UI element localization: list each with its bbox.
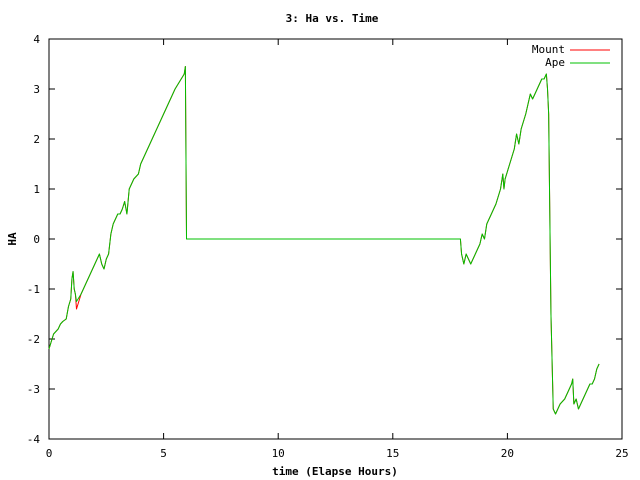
y-tick-label: -2 [27,333,40,346]
x-tick-label: 0 [46,447,53,460]
y-tick-label: -4 [27,433,41,446]
y-tick-label: 4 [33,33,40,46]
y-tick-label: -3 [27,383,40,396]
series-line-ape [48,66,600,415]
x-tick-label: 25 [615,447,628,460]
y-tick-label: -1 [27,283,40,296]
legend-label-ape: Ape [545,56,565,69]
x-axis-label: time (Elapse Hours) [272,465,398,478]
x-tick-label: 10 [272,447,285,460]
y-tick-label: 0 [33,233,40,246]
series-layer [48,66,600,415]
legend-label-mount: Mount [532,43,565,56]
y-axis-label: HA [6,232,19,246]
x-tick-label: 15 [386,447,399,460]
y-tick-label: 1 [33,183,40,196]
y-tick-label: 3 [33,83,40,96]
y-tick-label: 2 [33,133,40,146]
x-tick-label: 5 [160,447,167,460]
x-tick-label: 20 [501,447,514,460]
axis-ticks: 0 5 10 15 20 25 -4 -3 -2 -1 0 1 2 3 4 [27,33,629,460]
series-line-mount [48,66,600,415]
chart-title: 3: Ha vs. Time [286,12,379,25]
